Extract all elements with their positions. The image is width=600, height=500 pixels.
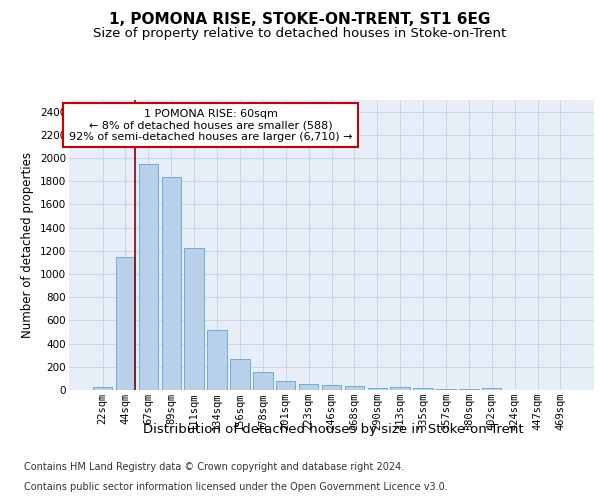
Bar: [161, 176, 181, 390]
Bar: [322, 385, 341, 390]
Bar: [413, 388, 433, 390]
Bar: [253, 372, 272, 390]
Bar: [139, 164, 158, 390]
Text: Contains HM Land Registry data © Crown copyright and database right 2024.: Contains HM Land Registry data © Crown c…: [24, 462, 404, 472]
Bar: [436, 389, 455, 390]
Bar: [344, 386, 364, 390]
Bar: [184, 248, 204, 390]
Bar: [391, 387, 410, 390]
Bar: [276, 380, 295, 390]
Bar: [230, 358, 250, 390]
Text: Contains public sector information licensed under the Open Government Licence v3: Contains public sector information licen…: [24, 482, 448, 492]
Text: Size of property relative to detached houses in Stoke-on-Trent: Size of property relative to detached ho…: [94, 28, 506, 40]
Bar: [116, 256, 135, 390]
Bar: [208, 330, 227, 390]
Bar: [368, 388, 387, 390]
Text: Distribution of detached houses by size in Stoke-on-Trent: Distribution of detached houses by size …: [143, 422, 523, 436]
Text: 1 POMONA RISE: 60sqm
← 8% of detached houses are smaller (588)
92% of semi-detac: 1 POMONA RISE: 60sqm ← 8% of detached ho…: [69, 108, 353, 142]
Bar: [299, 384, 319, 390]
Y-axis label: Number of detached properties: Number of detached properties: [22, 152, 34, 338]
Text: 1, POMONA RISE, STOKE-ON-TRENT, ST1 6EG: 1, POMONA RISE, STOKE-ON-TRENT, ST1 6EG: [109, 12, 491, 28]
Bar: [93, 386, 112, 390]
Bar: [482, 388, 502, 390]
